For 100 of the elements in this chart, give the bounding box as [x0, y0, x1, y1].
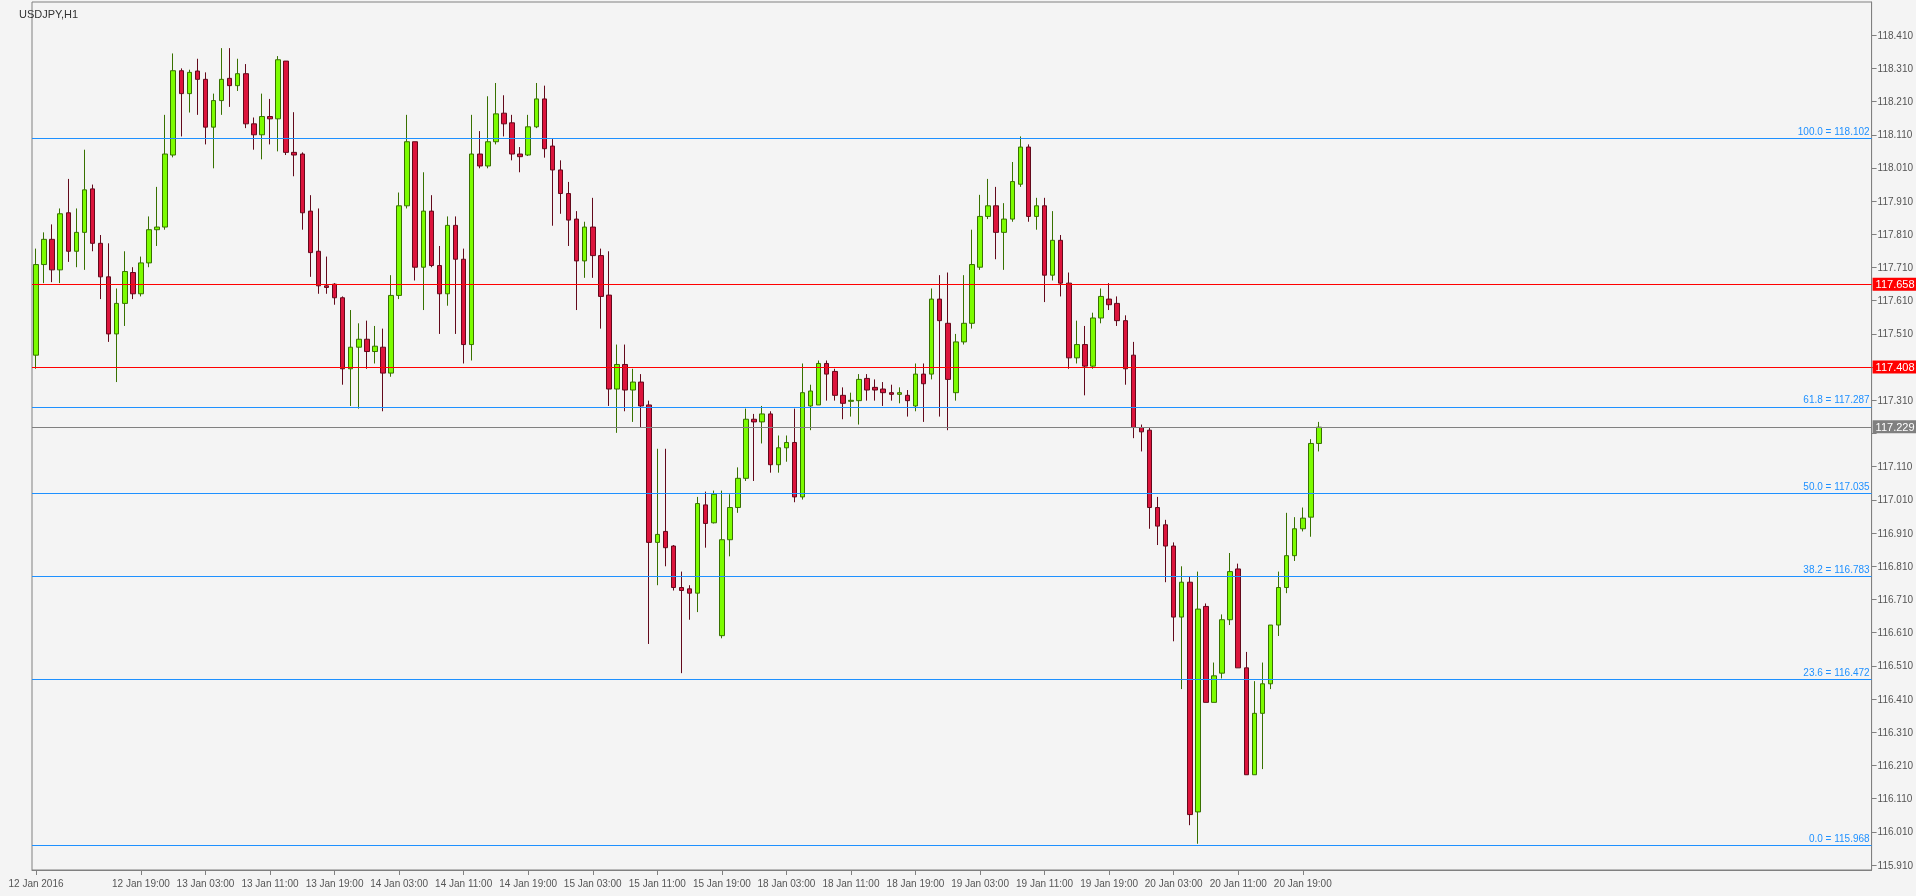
candlestick — [1179, 565, 1184, 690]
candlestick — [703, 491, 708, 549]
candlestick — [1026, 143, 1031, 223]
candlestick — [525, 114, 531, 157]
candlestick — [1219, 613, 1225, 679]
candlestick — [542, 85, 547, 159]
candlestick — [751, 413, 757, 482]
candlestick — [719, 490, 725, 639]
candlestick — [558, 159, 563, 215]
candlestick — [1074, 320, 1080, 364]
candlestick — [566, 181, 571, 247]
candlestick — [1001, 202, 1007, 271]
candlestick — [792, 408, 797, 503]
y-tick-label: 116.110 — [1877, 793, 1913, 805]
candlestick — [945, 272, 951, 431]
candlestick — [864, 373, 870, 402]
y-tick-label: 116.210 — [1877, 759, 1914, 771]
candlestick — [388, 274, 394, 378]
candlestick — [816, 359, 821, 406]
candlestick — [1316, 421, 1322, 452]
candlestick — [1131, 341, 1136, 439]
candlestick — [784, 435, 789, 463]
x-tick-label: 15 Jan 11:00 — [628, 877, 687, 889]
candlestick — [372, 325, 378, 364]
candlestick — [969, 229, 975, 330]
ref-line-label: 61.8 = 117.287 — [1803, 394, 1871, 406]
candlestick — [590, 197, 596, 279]
ref-line-label: 0.0 = 115.968 — [1808, 832, 1871, 844]
candlestick — [275, 55, 281, 152]
candlestick — [735, 466, 741, 514]
x-tick-label: 13 Jan 11:00 — [241, 877, 299, 889]
x-tick-label: 15 Jan 03:00 — [563, 877, 623, 889]
candlestick — [1155, 496, 1160, 546]
y-tick-label: 116.910 — [1877, 527, 1914, 539]
candlestick — [130, 266, 136, 300]
candlestick — [534, 82, 539, 129]
candlestick — [1082, 325, 1088, 396]
candlestick — [1187, 576, 1193, 826]
y-tick-label: 116.610 — [1877, 627, 1914, 639]
y-tick-label: 117.710 — [1877, 262, 1914, 274]
x-tick-label: 19 Jan 11:00 — [1016, 877, 1074, 889]
candlestick — [1114, 295, 1120, 327]
x-tick-label: 18 Jan 19:00 — [886, 877, 945, 889]
candlestick — [695, 496, 700, 613]
candlestick — [122, 250, 128, 327]
y-tick-label: 117.810 — [1877, 228, 1914, 240]
candlestick — [1098, 287, 1104, 324]
candlestick — [993, 186, 999, 260]
x-tick-label: 18 Jan 03:00 — [757, 877, 816, 889]
y-tick-label: 117.610 — [1877, 295, 1914, 307]
candlestick — [1171, 541, 1176, 642]
candlestick — [469, 114, 474, 361]
y-tick-label: 118.310 — [1877, 62, 1914, 74]
candlestick — [437, 245, 442, 335]
candlestick — [808, 384, 813, 431]
x-tick-label: 19 Jan 03:00 — [951, 877, 1010, 889]
candlestick — [1211, 662, 1217, 703]
candlestick — [1034, 197, 1039, 231]
ref-line-label: 117.229 — [1875, 420, 1915, 433]
candlestick — [324, 256, 329, 295]
candlestick — [396, 192, 402, 300]
candlestick — [897, 386, 902, 404]
y-tick-label: 117.910 — [1877, 195, 1914, 207]
candlestick — [517, 146, 523, 173]
candlestick — [461, 248, 466, 364]
candlestick — [179, 67, 184, 137]
candlestick — [203, 71, 208, 145]
ref-line-label: 23.6 = 116.472 — [1803, 666, 1871, 678]
candlestick — [404, 114, 410, 209]
candlestick — [663, 448, 668, 567]
y-tick-label: 117.010 — [1877, 494, 1914, 506]
candlestick — [1268, 624, 1273, 690]
y-tick-label: 116.810 — [1877, 560, 1914, 572]
candlestick — [1227, 552, 1233, 626]
candlestick — [1284, 512, 1289, 594]
y-tick-label: 118.110 — [1877, 129, 1913, 141]
x-tick-label: 14 Jan 11:00 — [435, 877, 493, 889]
candlestick — [154, 186, 160, 247]
candlestick — [332, 282, 337, 306]
candlestick — [170, 52, 176, 158]
candlestick — [1058, 234, 1063, 297]
candlestick — [638, 373, 644, 429]
x-tick-label: 18 Jan 11:00 — [822, 877, 880, 889]
candlestick — [348, 309, 353, 407]
candlestick — [1123, 314, 1128, 386]
candlestick — [308, 194, 313, 278]
candlestick — [977, 194, 983, 271]
x-tick-label: 12 Jan 19:00 — [112, 877, 171, 889]
candlestick — [768, 410, 773, 474]
candlestick — [848, 392, 854, 418]
candlestick — [66, 178, 71, 263]
candlestick — [453, 215, 458, 335]
candlestick — [380, 328, 386, 412]
candlestick — [1139, 424, 1144, 452]
candlestick — [1292, 516, 1297, 562]
candlestick — [259, 93, 265, 160]
candlestick — [1260, 662, 1265, 770]
candlestick — [550, 138, 555, 227]
candlestick — [711, 490, 717, 524]
candlestick — [679, 571, 684, 674]
